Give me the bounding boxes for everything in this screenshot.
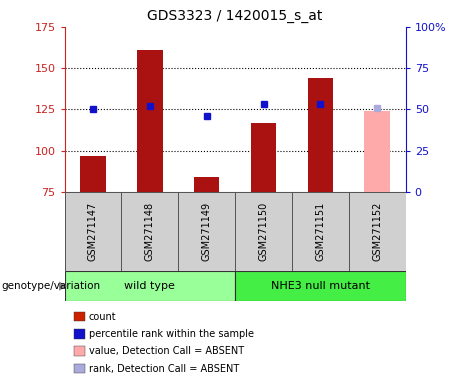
Text: percentile rank within the sample: percentile rank within the sample [89,329,254,339]
Bar [80,156,106,192]
Text: GSM271150: GSM271150 [259,202,269,261]
Bar [349,192,406,271]
Bar [178,192,235,271]
Bar [365,111,390,192]
Text: GSM271148: GSM271148 [145,202,155,261]
Text: value, Detection Call = ABSENT: value, Detection Call = ABSENT [89,346,243,356]
Text: GSM271149: GSM271149 [201,202,212,261]
Bar [307,78,333,192]
Bar [292,192,349,271]
Bar [121,192,178,271]
Bar [194,177,219,192]
Title: GDS3323 / 1420015_s_at: GDS3323 / 1420015_s_at [148,9,323,23]
Text: rank, Detection Call = ABSENT: rank, Detection Call = ABSENT [89,364,239,374]
Text: NHE3 null mutant: NHE3 null mutant [271,281,370,291]
Bar [65,271,235,301]
Polygon shape [59,281,67,291]
Bar [235,271,406,301]
Bar [235,192,292,271]
Bar [137,50,163,192]
Text: GSM271147: GSM271147 [88,202,98,261]
Bar [65,192,121,271]
Text: genotype/variation: genotype/variation [1,281,100,291]
Text: wild type: wild type [124,281,175,291]
Text: GSM271151: GSM271151 [315,202,325,261]
Bar [251,122,276,192]
Text: GSM271152: GSM271152 [372,202,382,261]
Text: count: count [89,312,116,322]
